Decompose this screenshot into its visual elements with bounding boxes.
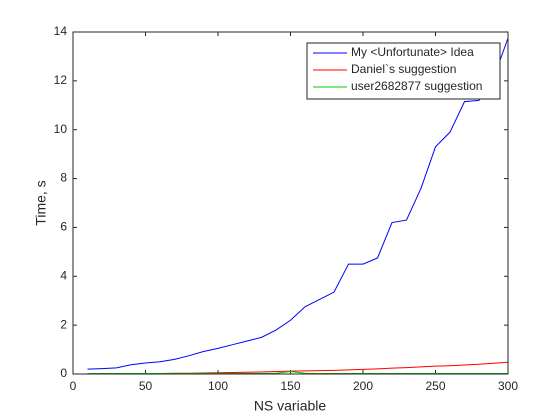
y-axis-label: Time, s [33, 180, 49, 225]
y-tick-label: 4 [60, 268, 67, 282]
y-tick-label: 2 [60, 317, 67, 331]
x-tick-label: 100 [208, 379, 228, 393]
x-tick-label: 250 [425, 379, 445, 393]
y-tick-label: 8 [60, 171, 67, 185]
y-tick-label: 14 [54, 24, 68, 38]
x-tick-label: 0 [70, 379, 77, 393]
legend-box [306, 42, 501, 100]
legend-label: user2682877 suggestion [351, 79, 482, 93]
y-tick-label: 0 [60, 366, 67, 380]
x-tick-label: 50 [139, 379, 153, 393]
y-tick-label: 12 [54, 73, 68, 87]
x-tick-label: 300 [498, 379, 518, 393]
axes-box [72, 31, 509, 375]
y-tick-label: 6 [60, 220, 67, 234]
series-line [87, 37, 509, 370]
legend-label: Daniel`s suggestion [351, 62, 456, 76]
y-tick-label: 10 [54, 122, 68, 136]
x-tick-label: 200 [353, 379, 373, 393]
x-tick-label: 150 [280, 379, 300, 393]
x-axis-label: NS variable [254, 398, 327, 414]
legend-label: My <Unfortunate> Idea [351, 45, 474, 59]
